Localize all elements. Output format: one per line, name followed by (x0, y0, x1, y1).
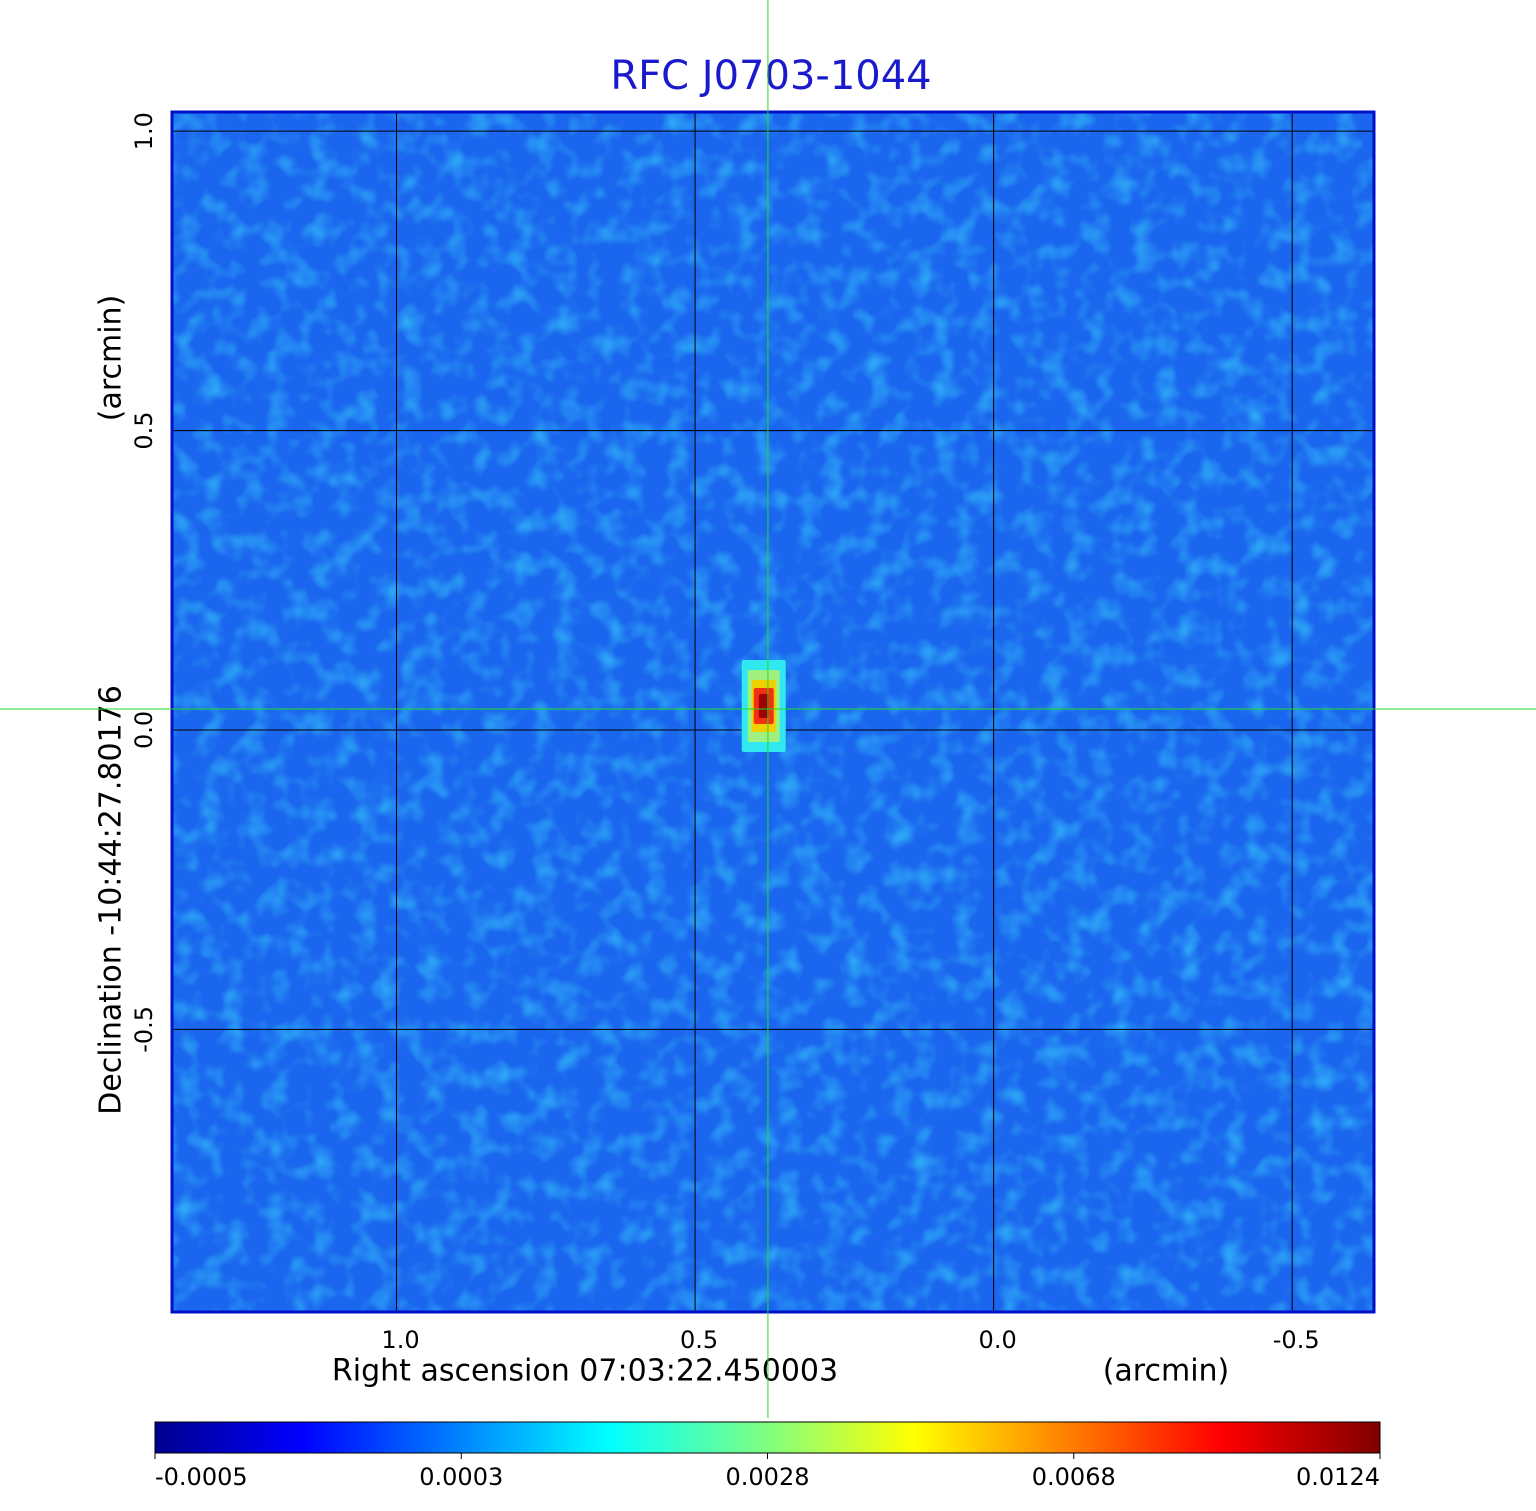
colorbar-tick-label: 0.0068 (1032, 1463, 1116, 1491)
y-tick-label: -0.5 (130, 1006, 158, 1053)
x-tick-label: -0.5 (1273, 1326, 1320, 1354)
y-tick-label: 0.0 (130, 711, 158, 749)
x-tick-label: 1.0 (381, 1326, 419, 1354)
colorbar-tick-label: 0.0028 (726, 1463, 810, 1491)
x-axis-label: Right ascension 07:03:22.450003 (332, 1354, 838, 1389)
source (741, 660, 786, 753)
y-axis-unit: (arcmin) (94, 295, 129, 422)
x-tick-label: 0.0 (979, 1326, 1017, 1354)
x-tick-label: 0.5 (680, 1326, 718, 1354)
colorbar (154, 1421, 1381, 1454)
colorbar-tick-label: -0.0005 (155, 1463, 248, 1491)
colorbar-tick-label: 0.0124 (1296, 1463, 1380, 1491)
x-axis-unit: (arcmin) (1103, 1354, 1230, 1389)
chart-title: RFC J0703-1044 (610, 53, 931, 99)
source-pixel (758, 694, 769, 719)
y-tick-label: 0.5 (130, 411, 158, 449)
y-tick-label: 1.0 (130, 112, 158, 150)
plot-frame (170, 110, 1376, 1314)
colorbar-tick-label: 0.0003 (419, 1463, 503, 1491)
y-axis-label: Declination -10:44:27.80176 (94, 685, 129, 1115)
image-area (172, 112, 1374, 1312)
